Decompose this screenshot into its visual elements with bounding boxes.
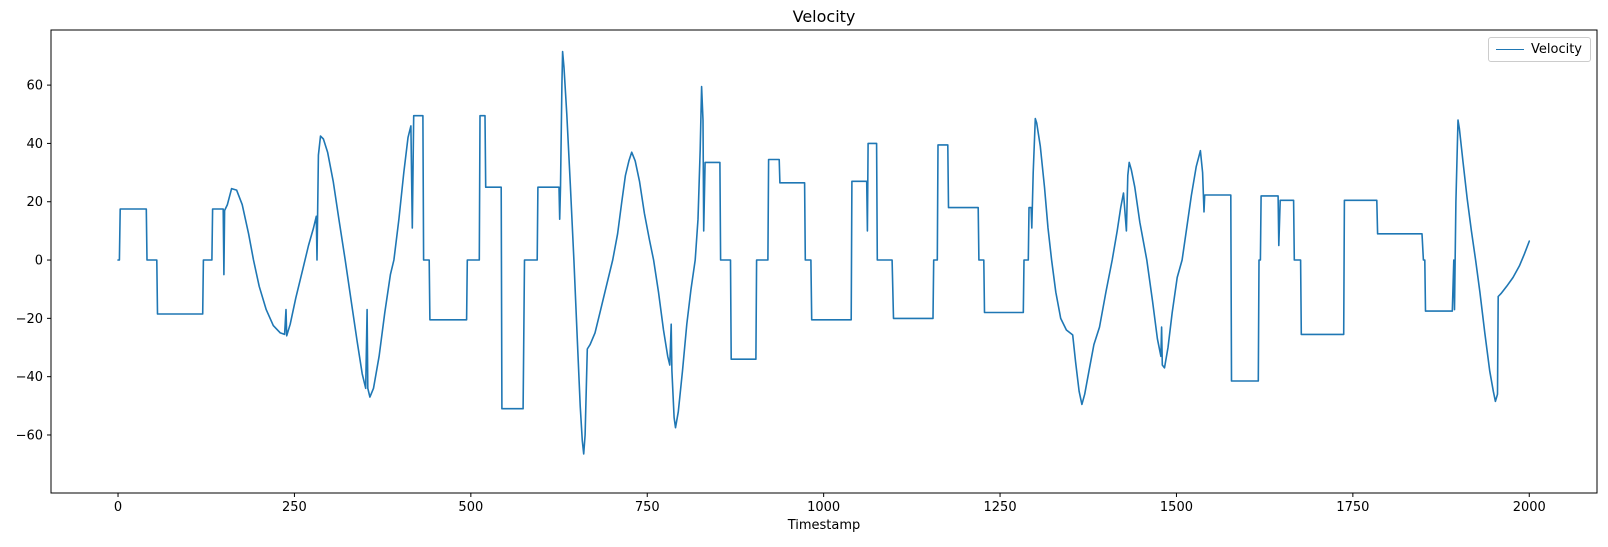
svg-text:1750: 1750	[1336, 500, 1369, 515]
svg-text:0: 0	[35, 254, 43, 269]
x-axis-label: Timestamp	[787, 518, 861, 533]
x-axis-ticks: 0 250 500 750 1000 1250 1500 1750 2000	[114, 493, 1546, 515]
chart-title: Velocity	[792, 7, 856, 26]
svg-text:60: 60	[26, 79, 43, 94]
legend: Velocity	[1488, 37, 1591, 62]
svg-text:2000: 2000	[1513, 500, 1546, 515]
svg-text:1250: 1250	[984, 500, 1017, 515]
svg-text:1500: 1500	[1160, 500, 1193, 515]
svg-text:250: 250	[282, 500, 307, 515]
svg-text:20: 20	[26, 195, 43, 210]
svg-text:−20: −20	[16, 312, 43, 327]
svg-text:40: 40	[26, 137, 43, 152]
axes-frame	[50, 29, 1598, 494]
svg-text:−60: −60	[16, 428, 43, 443]
velocity-line	[117, 50, 1531, 455]
svg-text:0: 0	[114, 500, 122, 515]
svg-text:1000: 1000	[807, 500, 840, 515]
legend-line-sample	[1496, 49, 1524, 50]
svg-text:−40: −40	[16, 370, 43, 385]
y-axis-ticks: −60 −40 −20 0 20 40 60	[16, 79, 51, 443]
legend-label: Velocity	[1531, 42, 1582, 57]
svg-text:500: 500	[458, 500, 483, 515]
svg-text:750: 750	[635, 500, 660, 515]
